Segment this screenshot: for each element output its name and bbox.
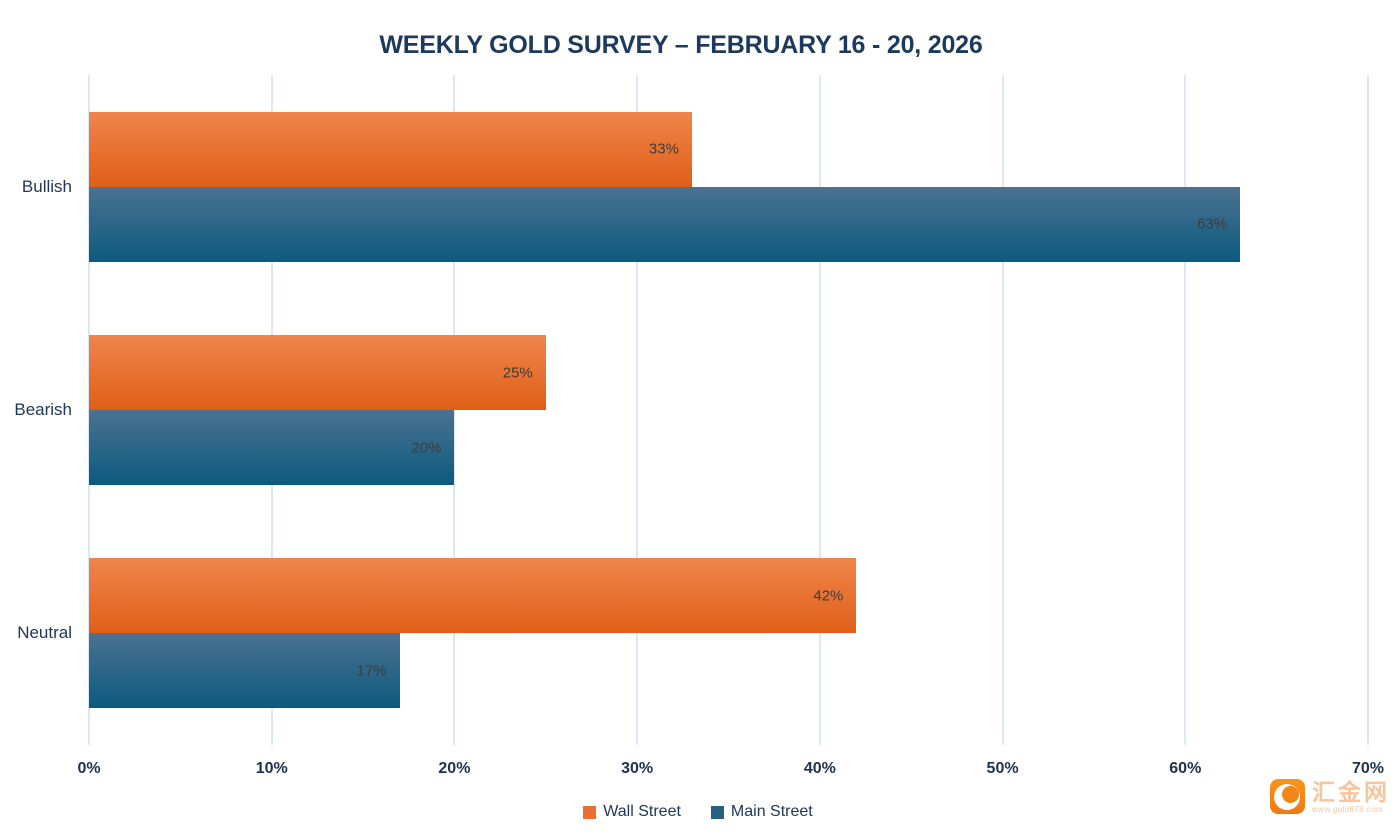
bar-value-label: 25% [502,364,533,381]
legend-item-main-street: Main Street [710,803,813,821]
legend: Wall Street Main Street [0,803,1396,821]
category-label-neutral: Neutral [17,623,72,643]
bar-value-label: 33% [648,140,679,158]
watermark-logo: 汇金网 www.gold678.com [1270,779,1390,814]
bar-value-label: 42% [813,587,844,605]
bar-main-street-bullish: 63% [89,186,1241,262]
x-tick-label: 70% [1351,760,1385,777]
gridline [1367,75,1369,745]
bar-wall-street-bearish: 25% [89,335,546,410]
bar-value-label: 20% [411,439,442,456]
brand-crescent-icon [1270,779,1305,814]
category-label-bullish: Bullish [21,176,72,196]
legend-swatch-icon [710,805,724,819]
gridline [636,75,639,745]
legend-label: Wall Street [603,803,681,820]
gridline [1001,75,1004,745]
category-label-bearish: Bearish [14,400,72,419]
watermark-site-url: www.gold678.com [1312,805,1383,814]
chart-title: WEEKLY GOLD SURVEY – FEBRUARY 16 - 20, 2… [379,31,983,59]
watermark-text: 汇金网 www.gold678.com [1312,779,1390,814]
bar-value-label: 17% [356,662,387,680]
legend-label: Main Street [730,803,813,820]
bar-wall-street-neutral: 42% [89,558,857,634]
x-tick-label: 20% [438,760,471,777]
bar-wall-street-bullish: 33% [89,111,692,187]
x-tick-label: 40% [803,760,836,777]
x-axis-labels: 0% 10% 20% 30% 40% 50% 60% 70% [77,760,1384,782]
x-tick-label: 50% [986,760,1019,777]
x-tick-label: 10% [255,760,288,777]
gridline [453,75,456,745]
x-tick-label: 60% [1169,760,1202,777]
legend-swatch-icon [583,805,597,819]
gridline [1184,75,1187,745]
bar-value-label: 63% [1197,215,1228,233]
x-tick-label: 0% [77,760,101,777]
bar-main-street-bearish: 20% [89,410,455,485]
legend-item-wall-street: Wall Street [583,803,681,821]
gridline [818,75,821,745]
bar-main-street-neutral: 17% [89,633,400,709]
x-tick-label: 30% [621,760,654,777]
plot-area: 33% 63% 25% 20% 42% 17% [88,75,1369,745]
watermark-site-name: 汇金网 [1312,779,1390,805]
